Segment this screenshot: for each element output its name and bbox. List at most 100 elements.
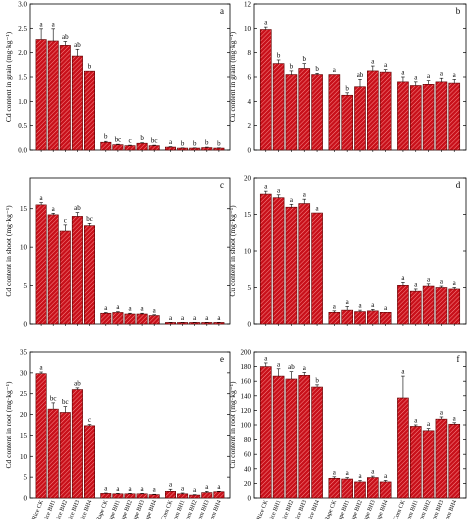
- panel-letter: e: [220, 354, 224, 364]
- bar: [189, 147, 201, 151]
- significance-letter: a: [141, 485, 145, 493]
- bar: [165, 491, 177, 499]
- significance-letter: a: [193, 314, 197, 322]
- significance-letter: a: [205, 483, 209, 491]
- significance-letter: a: [104, 304, 108, 312]
- y-axis-label: Cu content in root (mg·kg⁻¹): [228, 381, 237, 469]
- y-tick-label: 2.5: [18, 25, 27, 33]
- significance-letter: b: [345, 84, 349, 92]
- bar: [84, 425, 96, 499]
- significance-letter: bc: [86, 215, 93, 223]
- bar: [112, 144, 124, 151]
- bar: [298, 203, 311, 325]
- y-tick-label: 180: [241, 363, 252, 371]
- bar: [285, 74, 298, 151]
- x-tick-label: Rice BH1: [268, 500, 282, 519]
- significance-letter: a: [427, 72, 431, 80]
- significance-letter: a: [384, 304, 388, 312]
- y-tick-label: 20: [20, 411, 28, 419]
- y-tick-label: 8: [248, 49, 252, 57]
- significance-letter: a: [205, 314, 209, 322]
- panel-letter: f: [457, 354, 460, 364]
- bar: [213, 322, 225, 325]
- significance-letter: a: [346, 298, 350, 306]
- significance-letter: a: [153, 306, 157, 314]
- bar: [112, 312, 124, 325]
- bar: [84, 70, 96, 151]
- y-tick-label: 2.0: [18, 49, 27, 57]
- bar: [47, 214, 59, 325]
- y-axis-label: Cd content in root (mg·kg⁻¹): [4, 381, 13, 469]
- y-tick-label: 20: [244, 175, 252, 183]
- bar: [328, 74, 341, 151]
- y-tick-label: 200: [241, 349, 252, 357]
- y-tick-label: 15: [20, 432, 28, 440]
- y-tick-label: 0: [24, 321, 28, 329]
- significance-letter: a: [169, 481, 173, 489]
- y-tick-label: 10: [244, 25, 252, 33]
- bar: [47, 40, 59, 151]
- y-tick-label: 100: [241, 422, 252, 430]
- significance-letter: a: [346, 469, 350, 477]
- bar: [379, 481, 392, 499]
- x-tick-label: Rape BH4: [375, 500, 390, 519]
- significance-letter: b: [140, 134, 144, 142]
- panel-letter: c: [220, 180, 224, 190]
- bar: [397, 397, 409, 499]
- significance-letter: bc: [151, 137, 158, 145]
- x-tick-label: Rice BH3: [294, 500, 308, 519]
- y-tick-label: 5: [248, 284, 252, 292]
- bar: [100, 141, 112, 151]
- significance-letter: a: [277, 360, 281, 368]
- bar: [71, 55, 83, 151]
- significance-letter: a: [52, 205, 56, 213]
- bar: [409, 290, 422, 325]
- bar: [136, 313, 148, 325]
- bar: [367, 310, 379, 325]
- bar: [148, 494, 160, 499]
- significance-letter: a: [401, 274, 405, 282]
- x-tick-label: Rape CK: [324, 499, 338, 519]
- significance-letter: a: [333, 468, 337, 476]
- bar: [165, 146, 177, 151]
- bar: [59, 230, 71, 325]
- significance-letter: b: [217, 139, 221, 147]
- significance-letter: a: [384, 472, 388, 480]
- significance-letter: a: [193, 486, 197, 494]
- significance-letter: ab: [62, 33, 69, 41]
- x-tick-label: Rice BH3: [67, 500, 81, 519]
- significance-letter: a: [303, 364, 307, 372]
- significance-letter: a: [440, 70, 444, 78]
- bar: [298, 68, 311, 151]
- bar: [71, 216, 83, 325]
- x-tick-label: Rice BH2: [55, 500, 69, 519]
- significance-letter: b: [290, 62, 294, 70]
- significance-letter: a: [40, 20, 44, 28]
- bar: [409, 85, 422, 151]
- significance-letter: a: [427, 420, 431, 428]
- significance-letter: a: [141, 305, 145, 313]
- significance-letter: a: [371, 468, 375, 476]
- significance-letter: b: [88, 63, 92, 71]
- y-tick-label: 25: [20, 390, 28, 398]
- y-tick-label: 10: [244, 248, 252, 256]
- bar: [435, 418, 448, 499]
- significance-letter: ab: [288, 363, 295, 371]
- y-tick-label: 15: [20, 205, 28, 213]
- significance-letter: a: [453, 71, 457, 79]
- bar: [311, 212, 323, 325]
- bar: [422, 285, 435, 325]
- significance-letter: a: [440, 408, 444, 416]
- significance-letter: a: [401, 368, 405, 376]
- significance-letter: c: [64, 216, 67, 224]
- x-tick-label: Rape BH1: [336, 500, 351, 519]
- bar: [201, 147, 213, 151]
- significance-letter: a: [358, 302, 362, 310]
- y-tick-label: 12: [244, 1, 252, 9]
- bar: [341, 478, 353, 499]
- bar: [397, 285, 409, 325]
- significance-letter: a: [104, 484, 108, 492]
- panel-letter: d: [456, 180, 461, 190]
- bar: [379, 312, 392, 325]
